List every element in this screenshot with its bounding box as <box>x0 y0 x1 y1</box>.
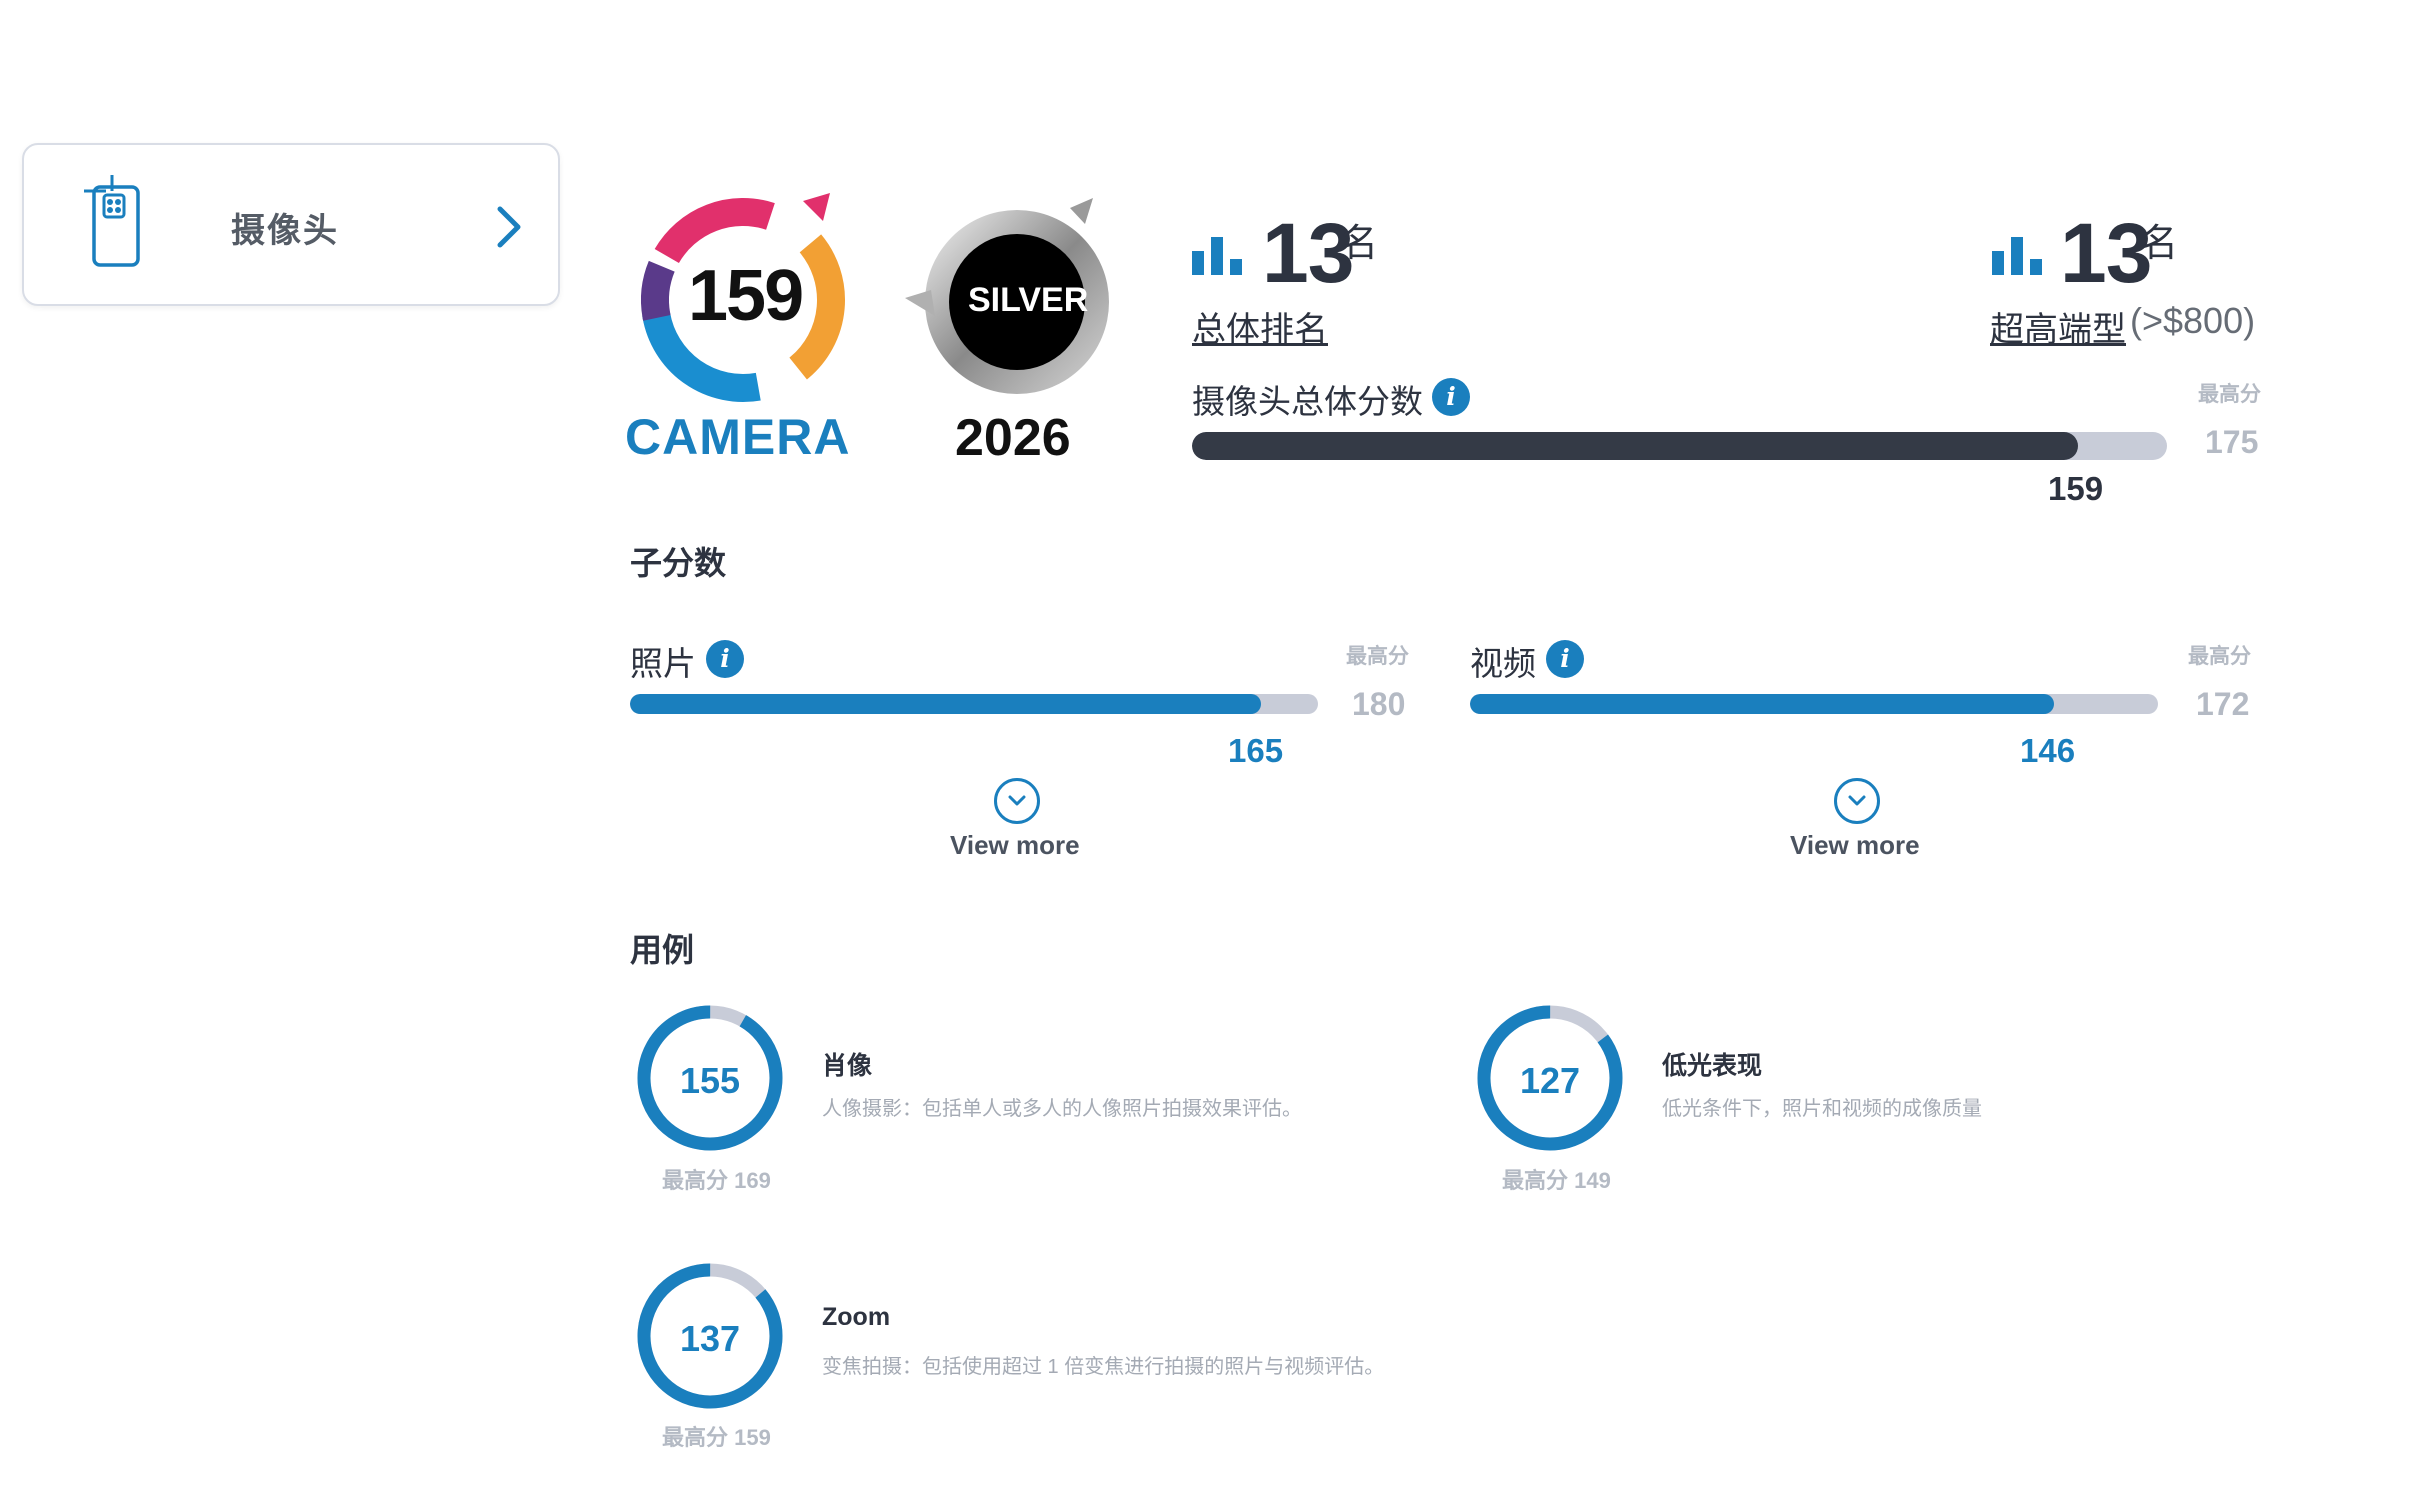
video-score-fill <box>1470 694 2054 714</box>
overall-score-value: 159 <box>2048 470 2104 507</box>
max-score-value: 175 <box>2205 424 2259 460</box>
silver-badge <box>905 198 1109 394</box>
chevron-right-icon <box>497 206 521 248</box>
max-score-value: 180 <box>1352 686 1406 722</box>
zoom-score: 137 <box>679 1318 741 1359</box>
use-cases-title: 用例 <box>630 932 695 968</box>
low-light-score: 127 <box>1519 1060 1581 1101</box>
video-score-value: 146 <box>2020 732 2076 769</box>
zoom-max-score: 最高分 159 <box>662 1425 771 1450</box>
segment-rank-number: 13 <box>2060 206 2152 300</box>
portrait-description: 人像摄影：包括单人或多人的人像照片拍摄效果评估。 <box>822 1098 1302 1120</box>
zoom-score-ring <box>637 1263 783 1409</box>
segment-rank-suffix: 名 <box>2140 223 2179 265</box>
info-icon[interactable]: i <box>706 640 744 678</box>
zoom-title: Zoom <box>822 1303 891 1331</box>
video-score-bar <box>1470 694 2158 714</box>
camera-score: 159 <box>688 256 804 336</box>
overall-score-title: 摄像头总体分数 <box>1192 383 1423 420</box>
photo-score-value: 165 <box>1228 732 1284 769</box>
camera-label: CAMERA <box>625 409 851 465</box>
overall-score-fill <box>1192 432 2078 460</box>
portrait-score-ring <box>637 1005 783 1151</box>
ranking-bars-icon <box>1192 237 1242 275</box>
max-score-label: 最高分 <box>2198 383 2261 406</box>
silver-year: 2026 <box>955 409 1071 467</box>
tab-label: 摄像头 <box>231 212 339 250</box>
low-light-title: 低光表现 <box>1662 1052 1763 1080</box>
low-light-score-ring <box>1477 1005 1623 1151</box>
low-light-max-score: 最高分 149 <box>1502 1168 1611 1193</box>
info-icon[interactable]: i <box>1546 640 1584 678</box>
video-view-more-link[interactable]: View more <box>1790 830 1920 860</box>
photo-subscore-label: 照片 <box>630 645 696 682</box>
subscores-title: 子分数 <box>630 545 727 581</box>
max-score-label: 最高分 <box>2188 645 2251 668</box>
video-subscore-label: 视频 <box>1470 645 1536 682</box>
photo-score-fill <box>630 694 1261 714</box>
photo-view-more-link[interactable]: View more <box>950 830 1080 860</box>
camera-tab-card[interactable]: 摄像头 <box>22 143 560 306</box>
max-score-label: 最高分 <box>1346 645 1409 668</box>
silver-label: SILVER <box>968 281 1089 319</box>
low-light-description: 低光条件下，照片和视频的成像质量 <box>1662 1098 1982 1120</box>
max-score-value: 172 <box>2196 686 2250 722</box>
overall-rank-number: 13 <box>1262 206 1354 300</box>
phone-camera-icon <box>84 175 140 267</box>
portrait-score: 155 <box>679 1060 741 1101</box>
photo-score-bar <box>630 694 1318 714</box>
portrait-title: 肖像 <box>822 1052 873 1080</box>
camera-score-badge <box>641 193 845 402</box>
ranking-bars-icon <box>1992 237 2042 275</box>
overall-rank-suffix: 名 <box>1340 223 1379 265</box>
overall-score-bar <box>1192 432 2167 460</box>
info-icon[interactable]: i <box>1432 378 1470 416</box>
zoom-description: 变焦拍摄：包括使用超过 1 倍变焦进行拍摄的照片与视频评估。 <box>822 1356 1385 1378</box>
segment-price-range: (>$800) <box>2130 300 2256 341</box>
segment-rank-link[interactable]: 超高端型 <box>1990 311 2126 349</box>
view-more-chevron-icon[interactable] <box>994 778 1040 824</box>
portrait-max-score: 最高分 169 <box>662 1168 771 1193</box>
view-more-chevron-icon[interactable] <box>1834 778 1880 824</box>
overall-rank-link[interactable]: 总体排名 <box>1192 311 1328 349</box>
